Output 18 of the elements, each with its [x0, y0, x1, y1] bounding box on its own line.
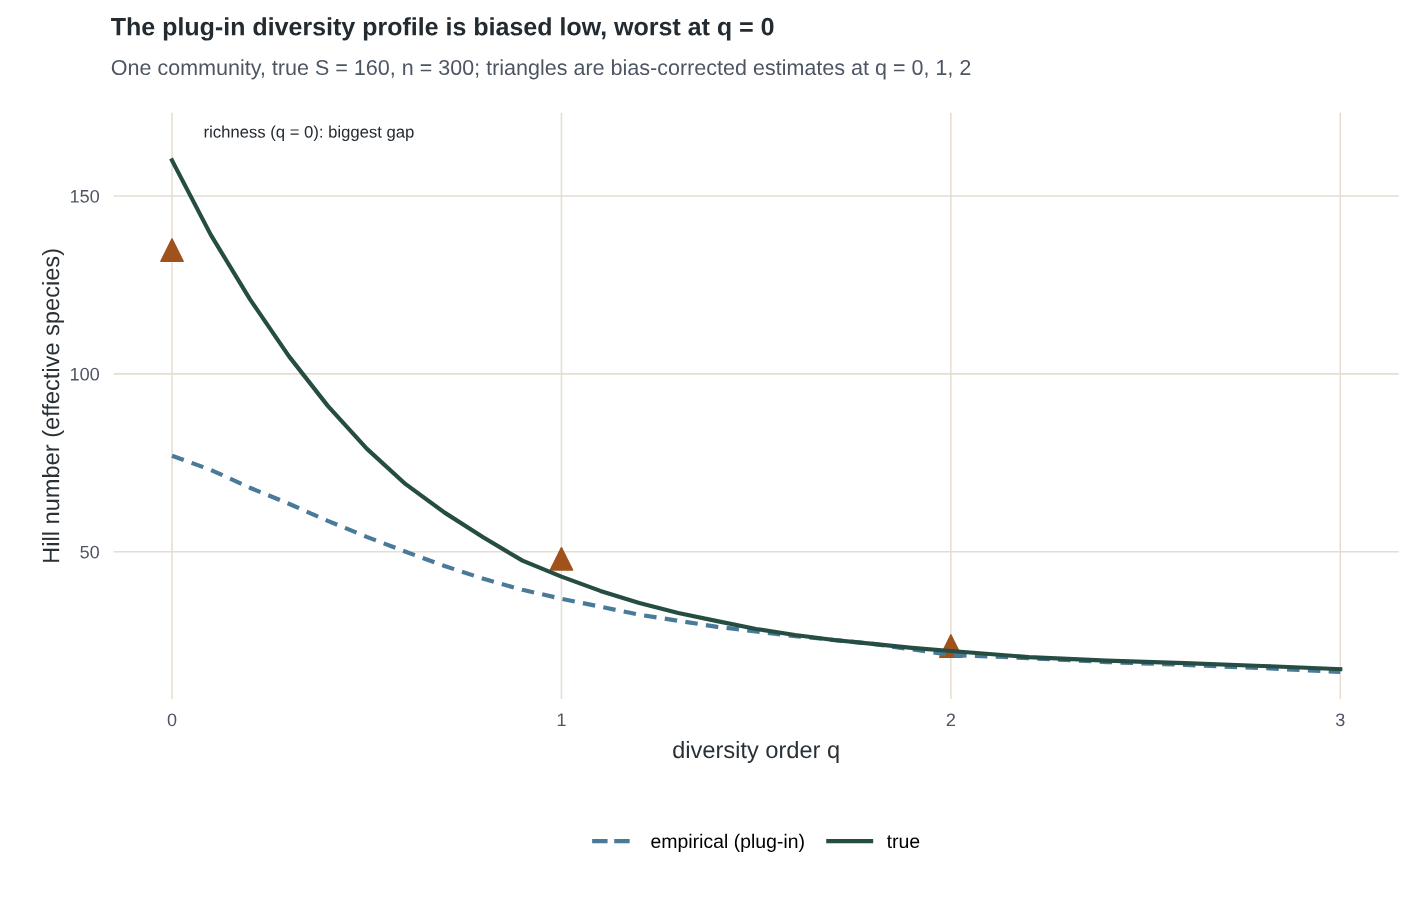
line-series [169, 453, 1343, 675]
line-series [169, 158, 1343, 672]
y-tick-label: 100 [70, 367, 100, 381]
x-tick-label: 0 [167, 713, 177, 727]
x-tick-label: 1 [557, 713, 566, 727]
y-tick-label: 150 [70, 189, 100, 203]
point [160, 238, 184, 262]
annotation: richness (q = 0): biggest gap [204, 125, 414, 142]
chart-subtitle: One community, true S = 160, n = 300; triangles are bias-corrected estimates at q = 0, 1, 2 [111, 59, 971, 80]
chart-title: The plug-in diversity profile is biased low, worst at q = 0 [111, 17, 774, 41]
y-axis-title: Hill number (effective species) [42, 249, 65, 562]
legend-label: true [886, 835, 920, 849]
x-tick-label: 2 [946, 713, 955, 727]
x-axis-title: diversity order q [673, 740, 839, 763]
point [549, 546, 574, 571]
x-tick-label: 3 [1335, 713, 1345, 727]
y-tick-label: 50 [80, 545, 100, 559]
legend-label: empirical (plug-in) [651, 833, 804, 852]
